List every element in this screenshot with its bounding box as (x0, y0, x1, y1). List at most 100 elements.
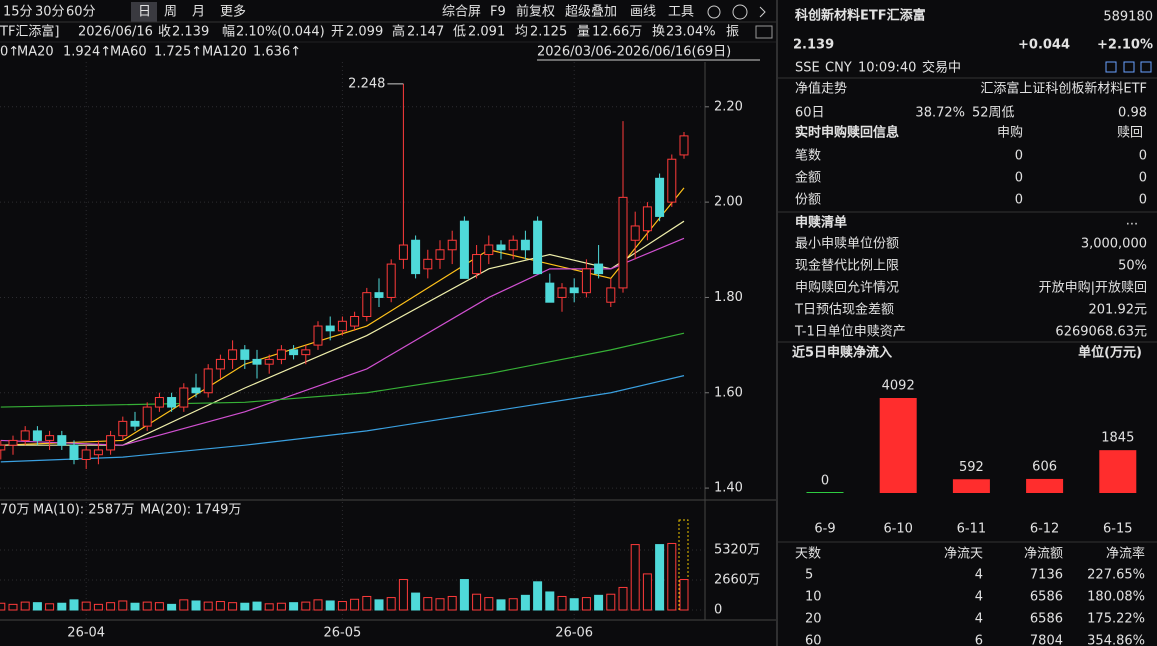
value-label: 606 (1032, 459, 1057, 474)
table-cell: 227.65% (1087, 568, 1145, 583)
candle-body (167, 397, 177, 408)
help-icon[interactable] (732, 4, 748, 20)
settings-icon[interactable] (707, 5, 721, 19)
period-tab[interactable]: 月 (192, 5, 205, 20)
tool-button[interactable]: 综合屏 (442, 5, 481, 20)
edit-icon[interactable] (1105, 61, 1117, 73)
row-value: 0 (1139, 149, 1147, 164)
period-tab[interactable]: 日 (138, 5, 151, 20)
volume-bar (423, 597, 433, 611)
quote-field: 均 (515, 25, 528, 40)
category-label: 6-9 (814, 522, 835, 537)
quote-field: 收 (158, 25, 171, 40)
quote-field: 幅 (222, 25, 235, 40)
row-label: 份额 (795, 193, 821, 208)
expand-icon[interactable] (759, 6, 766, 18)
tool-button[interactable]: 超级叠加 (565, 5, 617, 20)
ma-legend: MA20 (17, 45, 54, 60)
y-tick-label: 1.80 (714, 290, 743, 305)
tool-button[interactable]: 画线 (630, 5, 656, 20)
period-tab[interactable]: 更多 (220, 4, 246, 20)
volume-bar (325, 600, 335, 611)
volume-bar (289, 602, 299, 611)
row-value: 3,000,000 (1081, 237, 1147, 252)
candle-body (228, 349, 238, 360)
table-cell: 175.22% (1087, 612, 1145, 627)
y-tick-label: 2.20 (714, 99, 743, 114)
quote-field: 23.04% (666, 25, 716, 40)
volume-legend: MA(20): 1749万 (140, 503, 241, 518)
table-cell: 354.86% (1087, 634, 1145, 646)
candle-body (679, 135, 689, 156)
row-label: T日预估现金差额 (794, 302, 894, 318)
row-label: 申购赎回允许情况 (795, 280, 899, 296)
volume-bar (459, 579, 469, 611)
row-value: 0 (1139, 193, 1147, 208)
volume-bar (20, 601, 30, 611)
volume-bar (142, 601, 152, 611)
candle-body (594, 263, 604, 275)
candle-body (118, 420, 128, 437)
more-button[interactable]: ... (1126, 214, 1138, 229)
volume-bar (594, 594, 604, 611)
grid-icon[interactable] (1123, 61, 1135, 73)
volume-bar (618, 586, 628, 611)
volume-bar (130, 602, 140, 611)
period-tab[interactable]: 30分 (35, 5, 65, 20)
column-header: 赎回 (1117, 126, 1143, 141)
row-value: 开放申购|开放赎回 (1039, 280, 1147, 296)
candle-body (447, 239, 457, 251)
period-tab[interactable]: 60分 (66, 5, 96, 20)
wp-icon[interactable] (755, 25, 773, 39)
table-cell: 7804 (1030, 634, 1063, 646)
volume-bar (167, 603, 177, 611)
current-volume-box (678, 519, 689, 611)
quote-field: TF汇添富] (0, 24, 60, 40)
column-header: 净流天 (944, 547, 983, 562)
window-icon[interactable] (1140, 61, 1152, 73)
table-cell: 6586 (1030, 612, 1063, 627)
candle-body (508, 239, 518, 251)
status-field: SSE (795, 61, 820, 76)
candle-body (301, 349, 311, 356)
row-value: 201.92元 (1089, 303, 1148, 318)
column-header: 净流率 (1106, 546, 1145, 562)
candle-body (533, 220, 543, 275)
candle-body (569, 287, 579, 294)
volume-bar (191, 600, 201, 611)
volume-bar (520, 594, 530, 611)
table-cell: 180.08% (1087, 590, 1145, 605)
candle-body (545, 282, 555, 303)
x-tick-label: 26-04 (67, 626, 105, 641)
volume-bar (337, 601, 347, 611)
tool-button[interactable]: 工具 (668, 5, 694, 20)
row-label: 金额 (795, 170, 821, 186)
flow-bar (952, 479, 990, 493)
row-value: 汇添富上证科创板新材料ETF (980, 81, 1147, 97)
candle-body (289, 349, 299, 356)
candle-body (20, 430, 30, 441)
row-value: 0 (1139, 171, 1147, 186)
column-header: 申购 (997, 125, 1023, 141)
value-label: 1845 (1101, 431, 1134, 446)
period-tab[interactable]: 15分 (3, 5, 33, 20)
candle-body (411, 239, 421, 275)
volume-bar (655, 544, 665, 611)
quote-field: 12.66万 (592, 25, 642, 40)
tool-button[interactable]: 前复权 (516, 4, 555, 20)
volume-bar (154, 602, 164, 611)
table-cell: 4 (975, 590, 983, 605)
volume-bar (0, 602, 6, 611)
candle-body (106, 435, 116, 451)
volume-bar (313, 599, 323, 611)
tool-button[interactable]: F9 (490, 5, 506, 20)
volume-bar (398, 579, 408, 611)
status-field: CNY (825, 61, 852, 76)
volume-bar (276, 602, 286, 611)
period-tab[interactable]: 周 (164, 5, 177, 20)
row-value: 38.72% (915, 106, 965, 121)
volume-bar (679, 579, 689, 611)
volume-bar (240, 602, 250, 611)
